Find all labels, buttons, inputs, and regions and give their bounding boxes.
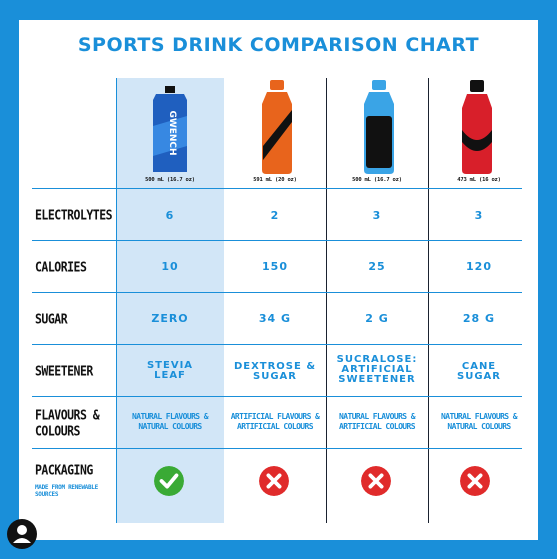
sweetener-value: DEXTROSE & SUGAR (224, 362, 326, 382)
sweetener-value: CANE SUGAR (428, 362, 530, 382)
sweetener-value: SUCRALOSE: ARTIFICIAL SWEETENER (326, 355, 428, 385)
sugar-value: 28 G (462, 312, 496, 325)
flavours-line: NATURAL COLOURS (138, 422, 202, 431)
sugar-value: ZERO (151, 312, 189, 325)
cross-icon (361, 466, 391, 496)
product-volume: 500 mL (16.7 oz) (145, 177, 195, 183)
sweetener-line: STEVIA (146, 360, 194, 371)
sweetener-value: STEVIA LEAF (116, 361, 224, 381)
row-label-line: COLOURS (35, 423, 80, 440)
sugar-value: 34 G (258, 312, 292, 325)
flavours-line: NATURAL COLOURS (447, 422, 511, 431)
flavours-line: NATURAL FLAVOURS & (441, 412, 518, 421)
flavours-line: ARTIFICIAL COLOURS (339, 422, 416, 431)
chart-title: SPORTS DRINK COMPARISON CHART (77, 34, 480, 56)
product-volume: 473 mL (16 oz) (457, 177, 501, 183)
packaging-note-line: MADE FROM RENEWABLE (35, 484, 98, 491)
electrolytes-value: 3 (372, 209, 382, 222)
sweetener-line: LEAF (154, 370, 186, 381)
row-divider (32, 188, 522, 189)
blue-bottle-image (364, 80, 394, 174)
calories-value: 150 (262, 260, 288, 273)
column-divider (116, 78, 117, 523)
orange-bottle-image (262, 80, 292, 174)
row-divider (32, 448, 522, 449)
product-volume: 500 mL (16.7 oz) (352, 177, 402, 183)
flavours-value: NATURAL FLAVOURS & ARTIFICIAL COLOURS (326, 412, 428, 432)
cross-icon (460, 466, 490, 496)
calories-value: 10 (161, 260, 179, 273)
row-label-packaging: PACKAGING (35, 461, 93, 479)
sweetener-line: SUCRALOSE: (336, 354, 418, 365)
calories-value: 120 (466, 260, 492, 273)
flavours-value: ARTIFICIAL FLAVOURS & ARTIFICIAL COLOURS (224, 412, 326, 432)
row-divider (32, 240, 522, 241)
row-label-calories: CALORIES (35, 258, 87, 276)
row-divider (32, 396, 522, 397)
comparison-card: SPORTS DRINK COMPARISON CHART GWENCH 500… (19, 20, 538, 540)
row-label-sweetener: SWEETENER (35, 362, 93, 380)
avatar[interactable] (7, 519, 37, 549)
flavours-line: NATURAL FLAVOURS & (339, 412, 416, 421)
packaging-note: MADE FROM RENEWABLE SOURCES (35, 484, 115, 498)
row-label-sugar: SUGAR (35, 310, 68, 328)
row-divider (32, 344, 522, 345)
flavours-line: ARTIFICIAL FLAVOURS & (230, 412, 320, 421)
check-icon (154, 466, 184, 496)
flavours-value: NATURAL FLAVOURS & NATURAL COLOURS (116, 412, 224, 432)
sweetener-line: ARTIFICIAL (341, 364, 413, 375)
row-label-line: FLAVOURS & (35, 406, 100, 423)
user-icon (13, 525, 31, 543)
red-bottle-image (462, 80, 492, 174)
packaging-note-line: SOURCES (35, 491, 59, 498)
product-volume: 591 mL (20 oz) (253, 177, 297, 183)
row-divider (32, 292, 522, 293)
sweetener-line: SUGAR (457, 371, 501, 382)
gwench-brand-text: GWENCH (167, 110, 177, 155)
row-label-electrolytes: ELECTROLYTES (35, 206, 113, 224)
flavours-value: NATURAL FLAVOURS & NATURAL COLOURS (428, 412, 530, 432)
sweetener-line: DEXTROSE & (233, 361, 317, 372)
electrolytes-value: 3 (474, 209, 484, 222)
flavours-line: ARTIFICIAL COLOURS (237, 422, 314, 431)
row-label-flavours: FLAVOURS & COLOURS (35, 406, 100, 440)
sugar-value: 2 G (365, 312, 389, 325)
electrolytes-value: 6 (165, 209, 175, 222)
column-divider (428, 78, 429, 523)
sweetener-line: CANE (461, 361, 497, 372)
sweetener-line: SWEETENER (338, 374, 416, 385)
gwench-carton-image: GWENCH (153, 86, 187, 172)
column-divider (224, 78, 225, 523)
flavours-line: NATURAL FLAVOURS & (132, 412, 209, 421)
sweetener-line: SUGAR (253, 371, 297, 382)
calories-value: 25 (368, 260, 386, 273)
electrolytes-value: 2 (270, 209, 280, 222)
cross-icon (259, 466, 289, 496)
column-divider (326, 78, 327, 523)
